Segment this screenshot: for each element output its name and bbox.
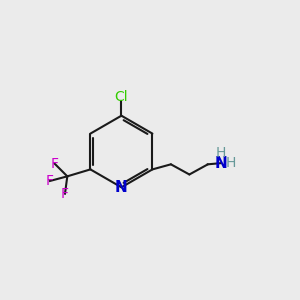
- Text: H: H: [215, 146, 226, 160]
- Text: N: N: [115, 180, 128, 195]
- Text: F: F: [51, 157, 58, 171]
- Text: Cl: Cl: [115, 90, 128, 104]
- Text: F: F: [61, 187, 69, 201]
- Text: N: N: [214, 156, 227, 171]
- Text: H: H: [226, 156, 236, 170]
- Text: F: F: [46, 174, 54, 188]
